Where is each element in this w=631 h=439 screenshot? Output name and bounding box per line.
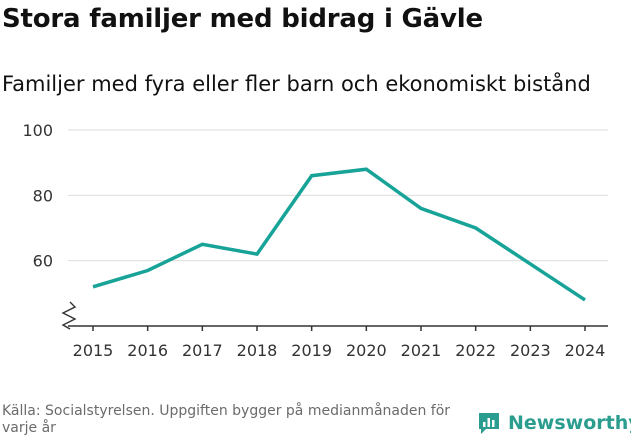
y-tick-label-60: 60 <box>33 252 53 271</box>
series-line-0 <box>92 167 586 302</box>
x-tick-label-2018: 2018 <box>237 341 278 360</box>
x-tick-label-2019: 2019 <box>291 341 332 360</box>
chart-title: Stora familjer med bidrag i Gävle <box>2 4 483 34</box>
x-tick-label-2016: 2016 <box>127 341 168 360</box>
axis-break-icon <box>61 301 77 330</box>
x-tick-label-2023: 2023 <box>510 341 551 360</box>
y-tick-label-100: 100 <box>22 121 53 140</box>
x-tick-label-2017: 2017 <box>182 341 223 360</box>
line-chart: 60 80 100 2015 2016 2017 2018 2019 2020 2021 2022 2… <box>22 121 608 360</box>
x-tick-label-2020: 2020 <box>346 341 387 360</box>
brand-logo: Newsworthy <box>476 408 631 438</box>
source-note: Källa: Socialstyrelsen. Uppgiften bygger… <box>2 403 451 436</box>
x-tick-label-2021: 2021 <box>401 341 442 360</box>
chart-subtitle: Familjer med fyra eller fler barn och ek… <box>2 72 591 96</box>
y-tick-label-80: 80 <box>33 186 53 205</box>
brand-name: Newsworthy <box>508 412 631 434</box>
x-tick-label-2024: 2024 <box>565 341 606 360</box>
x-tick-label-2015: 2015 <box>73 341 114 360</box>
x-tick-label-2022: 2022 <box>455 341 496 360</box>
newsworthy-logo-icon <box>479 413 499 434</box>
